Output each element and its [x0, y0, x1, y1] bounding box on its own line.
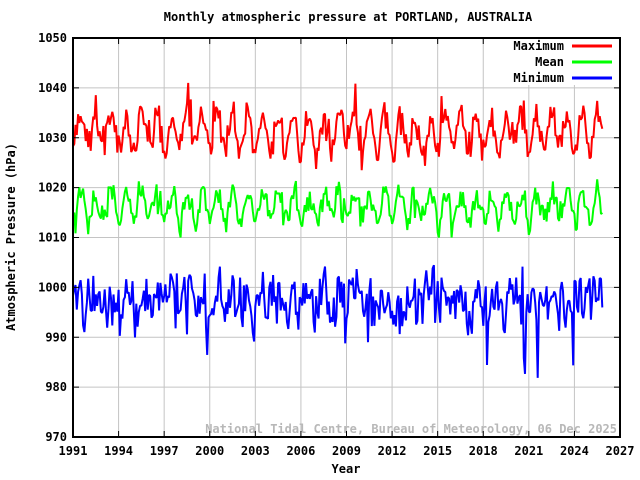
- legend-label-maximum: Maximum: [513, 39, 564, 53]
- x-tick-label: 2021: [514, 444, 543, 458]
- series-line-mean: [72, 179, 604, 238]
- x-tick-label: 1997: [150, 444, 179, 458]
- y-tick-label: 1020: [38, 181, 67, 195]
- x-tick-label: 2015: [423, 444, 452, 458]
- series-line-minimum: [72, 264, 604, 378]
- y-tick-label: 1030: [38, 131, 67, 145]
- plot-layer: 1991 1994 1997 2000 2003 2006 2009 2012 2015 2018…: [38, 31, 634, 458]
- x-tick-label: 2006: [286, 444, 315, 458]
- x-axis-label: Year: [332, 462, 361, 476]
- watermark: National Tidal Centre, Bureau of Meteoro…: [205, 422, 617, 436]
- y-tick-label: 990: [45, 330, 67, 344]
- y-tick-label: 1050: [38, 31, 67, 45]
- y-tick-label: 1010: [38, 231, 67, 245]
- x-tick-label: 2003: [241, 444, 270, 458]
- x-tick-label: 2012: [378, 444, 407, 458]
- x-tick-label: 1994: [104, 444, 133, 458]
- x-tick-label: 2024: [560, 444, 589, 458]
- x-tick-label: 2027: [606, 444, 635, 458]
- y-tick-label: 1040: [38, 81, 67, 95]
- x-tick-label: 2009: [332, 444, 361, 458]
- x-tick-label: 2000: [195, 444, 224, 458]
- y-axis-label: Atmospheric Pressure (hPa): [4, 143, 18, 331]
- y-tick-label: 980: [45, 380, 67, 394]
- x-tick-label: 2018: [469, 444, 498, 458]
- x-tick-label: 1991: [59, 444, 88, 458]
- y-tick-label: 970: [45, 430, 67, 444]
- legend-label-mean: Mean: [535, 55, 564, 69]
- legend-label-minimum: Minimum: [513, 71, 564, 85]
- series-line-maximum: [72, 82, 604, 171]
- y-tick-label: 1000: [38, 280, 67, 294]
- chart-title: Monthly atmospheric pressure at PORTLAND…: [164, 10, 533, 24]
